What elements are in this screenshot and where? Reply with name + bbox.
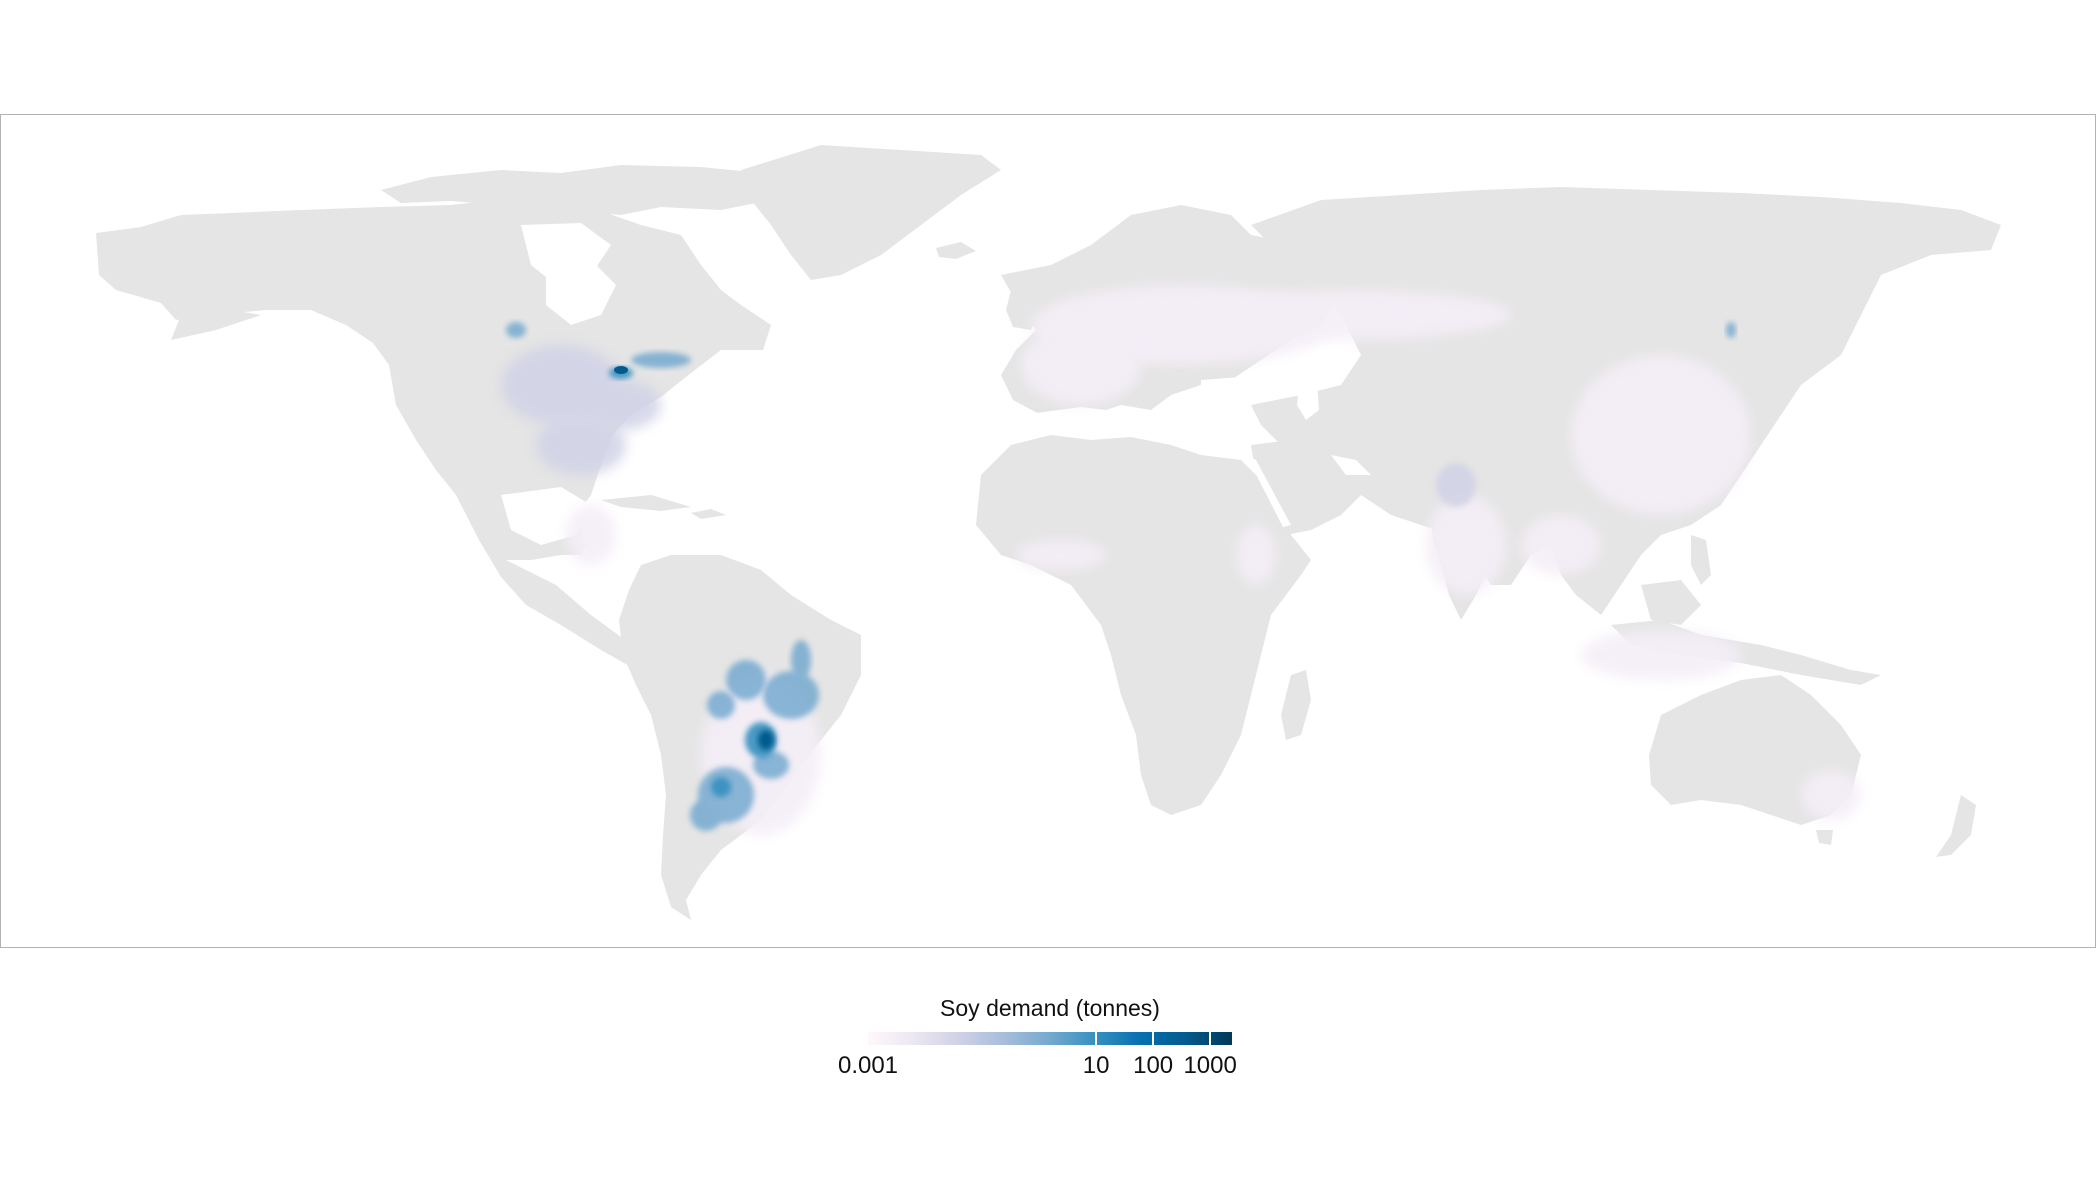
- legend-tick-label: 100: [1133, 1052, 1174, 1079]
- new-zealand: [1936, 795, 1976, 857]
- demand-very-high: [614, 366, 774, 750]
- black-sea: [1201, 377, 1251, 395]
- borneo: [1641, 580, 1701, 625]
- legend: Soy demand (tonnes) 0.001 10 100 1000: [820, 990, 1280, 1100]
- tasmania: [1816, 830, 1833, 845]
- legend-tick-label: 0.001: [837, 1052, 899, 1079]
- japan: [1746, 355, 1796, 433]
- africa: [976, 435, 1311, 815]
- hispaniola: [691, 509, 726, 519]
- north-america: [96, 197, 771, 667]
- world-map: [96, 145, 2001, 920]
- arctic-islands: [381, 165, 801, 215]
- demand-low: [501, 345, 1476, 507]
- caspian-sea: [1297, 365, 1319, 420]
- hudson-bay: [546, 260, 616, 325]
- madagascar: [1281, 670, 1311, 740]
- iceland: [936, 242, 976, 259]
- persian-gulf: [1331, 455, 1371, 475]
- legend-tick-label: 1000: [1183, 1052, 1237, 1079]
- legend-title: Soy demand (tonnes): [940, 995, 1160, 1021]
- british-isles: [1006, 283, 1039, 330]
- legend-tick-mark: [1152, 1032, 1154, 1045]
- legend-tick-label: 10: [1082, 1052, 1110, 1079]
- philippines: [1691, 535, 1711, 585]
- soy-demand-layer: [501, 285, 1861, 835]
- legend-tick-mark: [1209, 1032, 1211, 1045]
- demand-very-low: [566, 285, 1861, 835]
- legend-gradient: [868, 1032, 1232, 1045]
- land-masses: [96, 145, 2001, 920]
- map-panel: [0, 114, 2096, 948]
- red-sea: [1246, 455, 1291, 527]
- greenland: [741, 145, 1001, 280]
- mediterranean: [1021, 407, 1226, 433]
- alaska-peninsula: [171, 310, 261, 340]
- legend-tick-mark: [1095, 1032, 1097, 1045]
- legend-color-bar: [868, 1032, 1232, 1045]
- cuba: [601, 495, 691, 511]
